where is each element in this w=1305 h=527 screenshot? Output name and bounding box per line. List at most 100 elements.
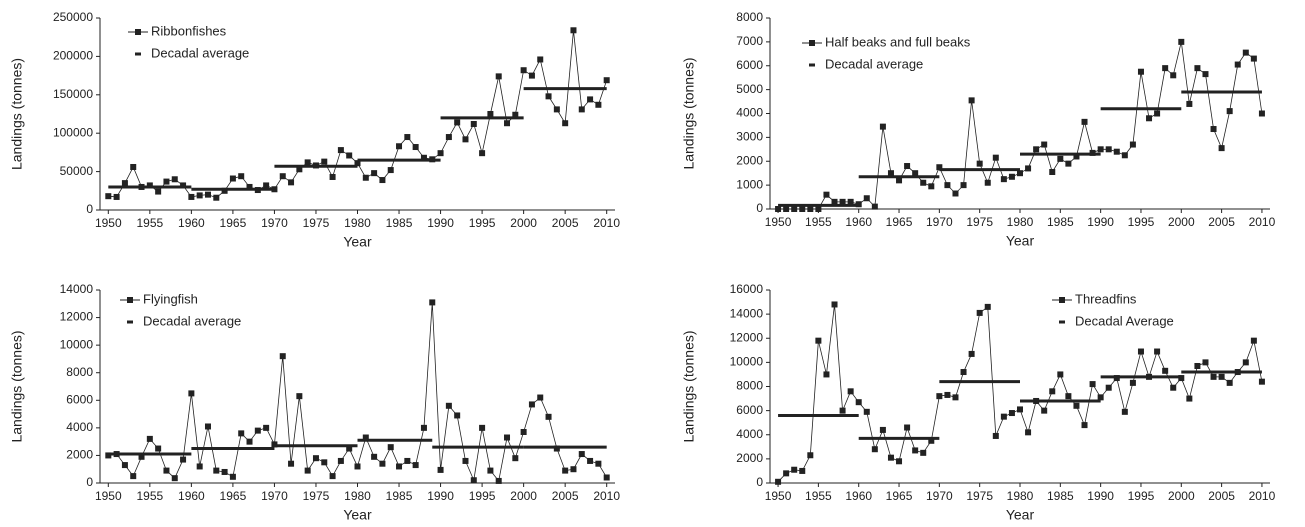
data-point: [952, 190, 959, 197]
data-point: [1057, 371, 1064, 378]
data-point: [470, 477, 477, 484]
data-point: [1234, 61, 1241, 68]
data-point: [823, 191, 830, 198]
data-point: [1105, 384, 1112, 391]
data-point: [1105, 146, 1112, 153]
data-point: [462, 457, 469, 464]
y-tick-label: 6000: [736, 403, 763, 417]
x-tick-label: 2010: [1249, 489, 1276, 503]
data-point: [379, 460, 386, 467]
x-tick-label: 1980: [344, 489, 371, 503]
x-tick-label: 2010: [1249, 215, 1276, 229]
x-tick-label: 1955: [805, 489, 832, 503]
y-tick-label: 4000: [736, 106, 763, 120]
panel: 0 2000 4000 6000 8000 10000 12000 14000 16000 195…: [681, 282, 1276, 523]
data-point: [1202, 71, 1209, 78]
data-point: [992, 154, 999, 161]
legend-label: Half beaks and full beaks: [825, 34, 971, 49]
data-point: [429, 299, 436, 306]
data-point: [138, 453, 145, 460]
data-point: [354, 463, 361, 470]
x-tick-label: 2000: [1168, 215, 1195, 229]
data-point: [1041, 141, 1048, 148]
data-point: [404, 457, 411, 464]
x-tick-label: 1950: [95, 489, 122, 503]
data-point: [984, 179, 991, 186]
data-point: [371, 170, 378, 177]
data-point: [578, 106, 585, 113]
data-point: [603, 77, 610, 84]
data-point: [504, 434, 511, 441]
y-tick-label: 8000: [736, 10, 763, 24]
data-point: [1146, 115, 1153, 122]
data-point: [1218, 145, 1225, 152]
y-tick-label: 250000: [53, 10, 93, 24]
data-point: [976, 160, 983, 167]
x-tick-label: 1975: [966, 489, 993, 503]
data-point: [783, 206, 790, 212]
data-point: [1242, 359, 1249, 366]
legend-label: Ribbonfishes: [151, 23, 227, 38]
data-point: [479, 424, 486, 431]
data-point: [221, 468, 228, 475]
data-point: [412, 462, 419, 469]
data-point: [823, 371, 830, 378]
data-point: [920, 449, 927, 456]
y-tick-label: 50000: [60, 164, 94, 178]
data-point: [912, 170, 919, 177]
data-point: [831, 301, 838, 308]
data-point: [1121, 408, 1128, 415]
data-point: [479, 150, 486, 157]
data-point: [1049, 168, 1056, 175]
data-point: [495, 73, 502, 80]
data-point: [839, 407, 846, 414]
x-tick-label: 2010: [593, 489, 620, 503]
x-tick-label: 2000: [1168, 489, 1195, 503]
data-point: [839, 198, 846, 205]
data-point: [379, 177, 386, 184]
y-tick-label: 12000: [730, 330, 764, 344]
data-point: [595, 101, 602, 108]
legend-label: Decadal average: [825, 56, 923, 71]
data-point: [904, 424, 911, 431]
data-point: [437, 150, 444, 157]
data-point: [863, 408, 870, 415]
data-point: [204, 423, 211, 430]
data-point: [960, 182, 967, 189]
data-point: [879, 426, 886, 433]
legend-label: Flyingfish: [143, 291, 198, 306]
data-point: [831, 198, 838, 205]
data-point: [204, 191, 211, 198]
data-point: [791, 466, 798, 473]
y-tick-label: 1000: [736, 177, 763, 191]
data-point: [1210, 126, 1217, 133]
data-point: [1081, 118, 1088, 125]
data-point: [354, 160, 361, 167]
y-tick-label: 10000: [730, 355, 764, 369]
data-point: [537, 56, 544, 63]
x-tick-label: 1970: [926, 489, 953, 503]
x-tick-label: 1985: [1047, 489, 1074, 503]
x-tick-label: 1990: [1087, 489, 1114, 503]
y-tick-label: 0: [86, 475, 93, 489]
y-tick-label: 2000: [736, 153, 763, 167]
data-point: [936, 164, 943, 171]
data-point: [1202, 359, 1209, 366]
data-point: [896, 458, 903, 465]
data-point: [487, 111, 494, 117]
data-point: [346, 152, 353, 159]
data-point: [163, 178, 170, 185]
y-tick-label: 5000: [736, 82, 763, 96]
x-tick-label: 1950: [765, 215, 792, 229]
data-point: [454, 412, 461, 419]
data-point: [960, 369, 967, 376]
data-point: [799, 206, 806, 212]
y-tick-label: 0: [756, 201, 763, 215]
data-point: [587, 457, 594, 464]
data-point: [1250, 55, 1257, 62]
x-tick-label: 1980: [344, 216, 371, 230]
data-point: [587, 96, 594, 103]
data-point: [296, 166, 303, 173]
y-tick-label: 0: [756, 475, 763, 489]
y-tick-label: 8000: [736, 379, 763, 393]
